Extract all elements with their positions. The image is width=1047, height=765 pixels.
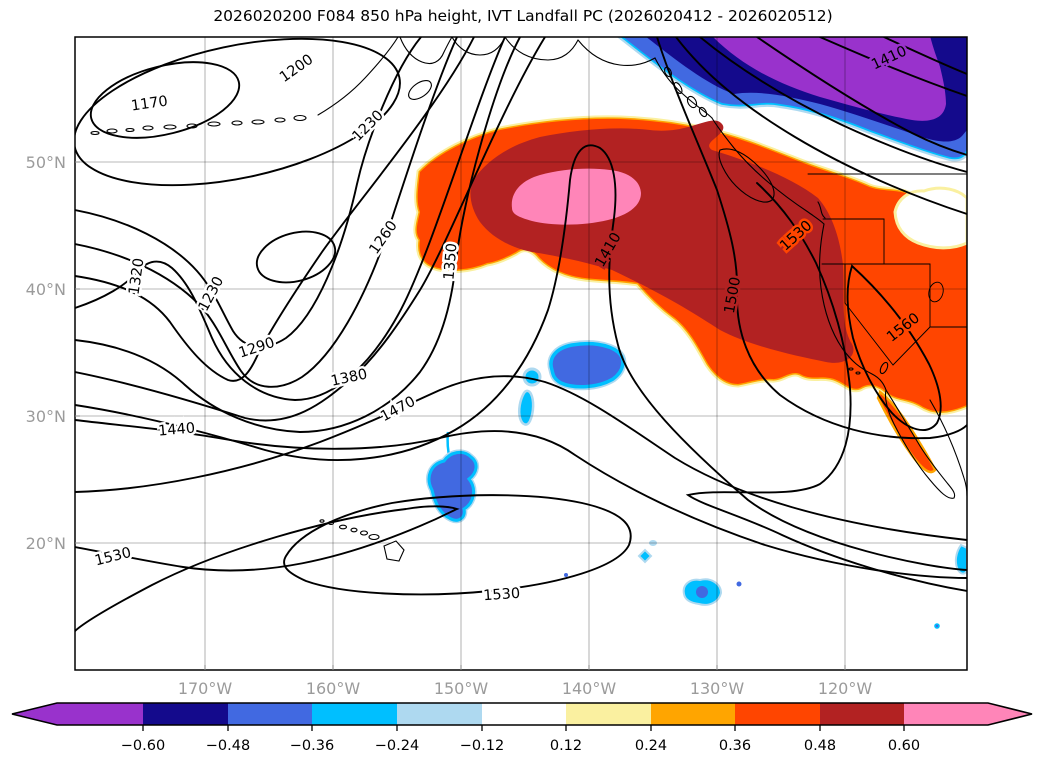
colorbar-tick-label: −0.24 [375, 738, 419, 754]
anomaly-hole-white [893, 186, 967, 250]
contour-label: 1470 [378, 394, 418, 425]
state-borders [807, 173, 967, 366]
x-tick-label: 150°W [434, 679, 489, 698]
axis-ticks [75, 161, 846, 670]
x-tick-label: 130°W [690, 679, 745, 698]
contour-1530-hawaii [283, 494, 632, 596]
colorbar-tick-label: −0.36 [290, 738, 334, 754]
anomaly-region-positive [413, 115, 967, 474]
hawaii-islands [319, 519, 405, 562]
anomaly-core-purple [713, 37, 946, 121]
contour-1440b [756, 37, 967, 156]
contour-label: 1440 [158, 420, 196, 439]
colorbar-tick-label: −0.48 [206, 738, 250, 754]
colorbar-segment [651, 703, 735, 725]
aleutian-islands [90, 114, 307, 136]
colorbar-tick-label: −0.60 [121, 738, 165, 754]
height-contours [75, 37, 967, 632]
contour-label: 1350 [441, 243, 460, 281]
colorbar-tick-label: 0.48 [804, 738, 836, 754]
colorbar-segment [735, 703, 820, 725]
colorbar-segment [482, 703, 566, 725]
colorbar-outline [11, 702, 1033, 726]
anomaly-region-negative [616, 37, 967, 162]
contour-1410 [75, 144, 967, 571]
contour-1410b [819, 37, 967, 97]
contour-1380b [883, 37, 967, 75]
x-axis-labels: 170°W 160°W 150°W 140°W 130°W 120°W [178, 679, 873, 698]
x-tick-label: 120°W [818, 679, 873, 698]
x-tick-label: 170°W [178, 679, 233, 698]
y-tick-label: 20°N [26, 534, 66, 553]
coastline-layer [90, 37, 967, 562]
colorbar-ticks [142, 725, 905, 731]
contour-1440 [75, 419, 967, 579]
colorbar-tick-label: 0.36 [719, 738, 751, 754]
colorbar-segment [312, 703, 397, 725]
contour-label: 1320 [127, 257, 148, 296]
contour-1290 [75, 37, 475, 382]
colorbar-over-arrow [988, 703, 1032, 725]
contour-1470b [699, 37, 967, 173]
contour-label: 1530 [93, 545, 133, 569]
contour-label: 1230 [349, 107, 386, 144]
contour-label: 1170 [130, 94, 169, 115]
colorbar-tick-labels: −0.60 −0.48 −0.36 −0.24 −0.12 0.12 0.24 … [121, 738, 920, 754]
colorbar-segment [143, 703, 228, 725]
colorbar-segment [228, 703, 312, 725]
y-tick-label: 40°N [26, 280, 66, 299]
plot-frame [74, 36, 968, 671]
contour-label: 1230 [196, 274, 227, 314]
colorbar-segment [904, 703, 988, 725]
x-tick-label: 140°W [562, 679, 617, 698]
colorbar-tick-label: 0.12 [550, 738, 582, 754]
y-axis-labels: 50°N 40°N 30°N 20°N [26, 153, 66, 553]
contour-1320 [75, 37, 506, 401]
contour-1260 [75, 37, 458, 388]
contour-1470 [75, 375, 967, 541]
anomaly-patches-negative [426, 340, 967, 629]
anomaly-corner-navy [930, 37, 967, 98]
contour-1500 [656, 37, 967, 440]
contour-label: 1260 [367, 218, 401, 257]
colorbar-segment [57, 703, 143, 725]
colorbar-under-arrow [12, 703, 57, 725]
contour-1230 [75, 37, 422, 348]
contour-label: 1380 [329, 366, 368, 389]
colorbar-tick-label: 0.60 [888, 738, 920, 754]
x-tick-label: 160°W [306, 679, 361, 698]
anomaly-shading-layer [413, 37, 967, 629]
vancouver-island [718, 148, 775, 203]
contour-1530-coast [685, 182, 967, 592]
contour-label: 1530 [483, 586, 521, 605]
contour-1530-west [75, 505, 460, 632]
colorbar-tick-label: 0.24 [635, 738, 667, 754]
anomaly-core-pink [511, 168, 641, 225]
colorbar-tick-label: −0.12 [460, 738, 504, 754]
y-tick-label: 50°N [26, 153, 66, 172]
baja-california [884, 388, 956, 499]
colorbar: −0.60 −0.48 −0.36 −0.24 −0.12 0.12 0.24 … [11, 702, 1033, 754]
contour-1560 [846, 264, 942, 431]
contour-1500b [675, 37, 967, 215]
contour-1200 [75, 37, 401, 187]
west-coast [711, 117, 967, 499]
colorbar-segment [397, 703, 482, 725]
contour-1380 [75, 37, 546, 422]
chart-title: 2026020200 F084 850 hPa height, IVT Land… [213, 7, 832, 25]
contour-label: 1200 [277, 52, 316, 86]
colorbar-segment [566, 703, 651, 725]
colorbar-segment [820, 703, 904, 725]
y-tick-label: 30°N [26, 407, 66, 426]
contour-1350 [75, 37, 521, 433]
contour-1230-closed [255, 230, 337, 284]
